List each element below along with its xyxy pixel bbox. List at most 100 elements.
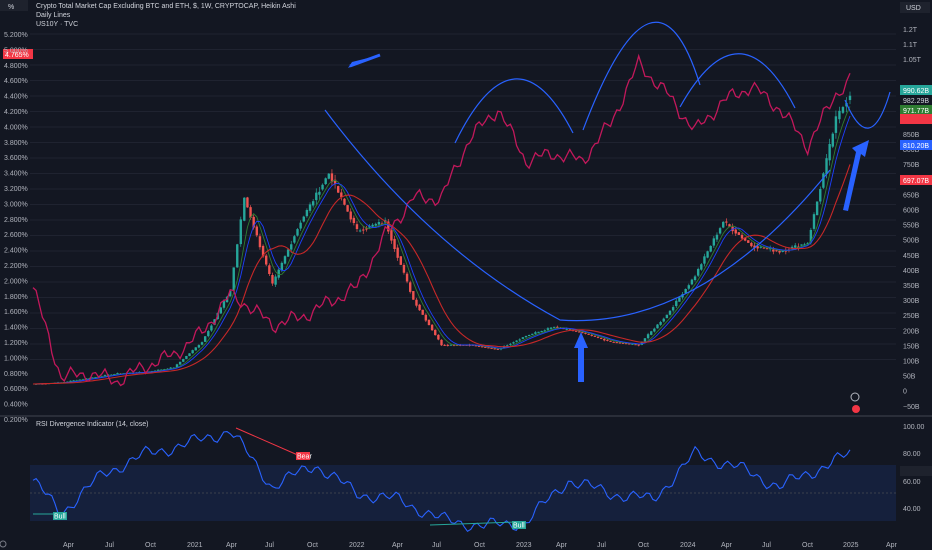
candle-body [703,256,706,264]
right-axis-tick: 150B [903,343,920,350]
candle-body [759,246,762,248]
rsi-axis-tick: 80.00 [903,451,921,458]
candle-body [374,223,377,226]
candle-body [656,324,659,329]
candle-body [781,250,784,252]
rsi-divergences: Bear Bull Bull [33,427,526,530]
candle-body [668,310,672,315]
grid-lines [30,33,896,360]
candle-body [653,328,656,332]
candle-body [337,186,340,193]
left-axis-tick: 0.600% [4,386,28,393]
time-axis-tick: Jul [762,542,771,549]
left-axis-tick: 1.200% [4,340,28,347]
currency-button[interactable] [900,2,930,13]
candle-body [778,250,781,253]
candle-body [343,198,346,205]
candle-body [349,211,352,220]
candle-body [797,246,800,248]
candle-body [578,331,581,333]
arrow-up-right [843,140,869,211]
candle-body [229,290,232,297]
candle-body [271,275,274,284]
rsi-axis[interactable]: 100.00 80.00 60.00 40.00 [30,424,932,513]
time-axis-tick: Apr [556,542,568,549]
candle-body [675,300,678,307]
candle-body [399,256,403,265]
left-axis-tick: 4.800% [4,63,28,70]
candle-body [462,344,465,346]
candle-body [327,173,331,179]
candle-body [496,348,500,350]
svg-text:697.07B: 697.07B [903,178,929,185]
left-axis[interactable]: 5.200% 5.000% 4.800% 4.600% 4.400% 4.200% 4.00… [4,32,28,424]
svg-text:982.29B: 982.29B [903,98,929,105]
candle-body [678,297,681,302]
candle-body [371,224,374,227]
candle-body [390,230,393,241]
candle-body [838,110,841,120]
candle-body [684,288,687,294]
candle-body [446,344,449,346]
candle-body [712,238,716,246]
time-axis-tick: Apr [886,542,898,549]
candle-body [443,344,446,346]
time-axis[interactable]: Apr Jul Oct 2021 Apr Jul Oct 2022 Apr Jul Oct 2023 A… [63,542,898,549]
candle-body [315,192,318,201]
flag-icon[interactable] [852,405,860,413]
candle-body [258,236,262,248]
time-axis-tick: 2022 [349,542,365,549]
candle-body [299,222,302,229]
candle-body [387,221,390,232]
candle-body [333,179,337,184]
candle-body [634,344,637,346]
right-axis-tick: −50B [903,404,920,411]
left-axis-tick: 2.800% [4,217,28,224]
candle-body [178,361,182,365]
candle-body [94,376,97,378]
moving-averages [32,106,851,385]
percent-toggle[interactable] [0,0,28,11]
candle-body [405,273,409,282]
left-axis-tick: 1.000% [4,355,28,362]
cup-arc [324,109,831,322]
candle-body [531,333,534,335]
candle-body [794,245,797,248]
right-axis-tick: 550B [903,223,920,230]
candle-body [762,247,766,249]
candle-body [412,291,415,300]
clock-icon[interactable] [850,392,860,402]
left-axis-tick: 2.600% [4,232,28,239]
arrow-shaft [349,53,381,68]
candle-body [421,309,424,315]
candle-body [737,232,741,235]
left-axis-tick: 3.400% [4,171,28,178]
us10y-marker-text: 4.765% [5,52,29,59]
candle-body [261,245,265,257]
candle-body [521,337,525,339]
candle-body [606,339,609,341]
candle-body [828,144,831,161]
candle-body [527,335,531,337]
right-axis[interactable]: 1.2T1.1T1.05T850B800B750B700B650B600B550… [903,27,922,411]
drawings[interactable] [324,21,891,382]
candle-body [512,342,515,344]
candle-body [540,330,543,332]
candle-body [803,244,806,246]
candle-body [415,299,418,306]
candle-body [725,221,728,223]
candle-body [452,344,456,346]
candle-body [599,337,603,339]
left-axis-tick: 3.000% [4,201,28,208]
chart-title: Crypto Total Market Cap Excluding BTC an… [36,3,296,10]
candle-body [249,207,252,218]
price-tag: 697.07B [900,175,932,185]
candle-body [274,276,277,285]
candle-body [318,191,321,195]
candle-body [365,228,368,230]
time-axis-tick: Jul [105,542,114,549]
candle-body [246,197,249,208]
settings-icon[interactable] [0,540,7,548]
rsi-axis-tick: 100.00 [903,424,925,431]
